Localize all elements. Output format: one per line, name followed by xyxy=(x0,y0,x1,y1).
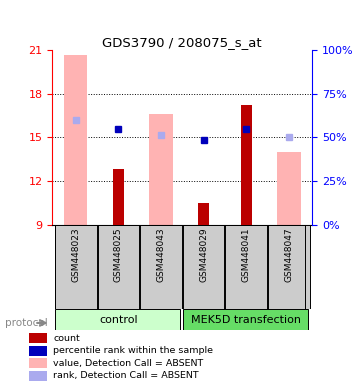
Text: value, Detection Call = ABSENT: value, Detection Call = ABSENT xyxy=(53,359,204,368)
Text: count: count xyxy=(53,334,80,343)
Bar xyxy=(97,225,139,309)
Bar xyxy=(183,309,308,330)
Bar xyxy=(183,225,225,309)
Bar xyxy=(225,225,267,309)
Bar xyxy=(140,225,182,309)
Text: MEK5D transfection: MEK5D transfection xyxy=(191,314,301,325)
Title: GDS3790 / 208075_s_at: GDS3790 / 208075_s_at xyxy=(103,36,262,49)
Text: GSM448025: GSM448025 xyxy=(114,227,123,282)
Bar xyxy=(241,105,252,225)
Bar xyxy=(149,114,173,225)
Text: GSM448023: GSM448023 xyxy=(71,227,80,282)
Bar xyxy=(268,225,310,309)
Text: GSM448047: GSM448047 xyxy=(284,227,293,282)
Bar xyxy=(29,358,47,368)
Bar xyxy=(29,371,47,381)
Bar xyxy=(64,55,87,225)
Bar xyxy=(55,225,97,309)
Text: protocol: protocol xyxy=(5,318,48,328)
Text: control: control xyxy=(99,314,138,325)
Text: GSM448029: GSM448029 xyxy=(199,227,208,282)
Bar xyxy=(113,169,124,225)
Bar xyxy=(198,203,209,225)
Text: percentile rank within the sample: percentile rank within the sample xyxy=(53,346,213,355)
Bar xyxy=(55,309,180,330)
Bar xyxy=(29,333,47,343)
Bar xyxy=(277,152,301,225)
Text: GSM448043: GSM448043 xyxy=(157,227,165,282)
Text: GSM448041: GSM448041 xyxy=(242,227,251,282)
Bar xyxy=(29,346,47,356)
Text: rank, Detection Call = ABSENT: rank, Detection Call = ABSENT xyxy=(53,371,199,380)
